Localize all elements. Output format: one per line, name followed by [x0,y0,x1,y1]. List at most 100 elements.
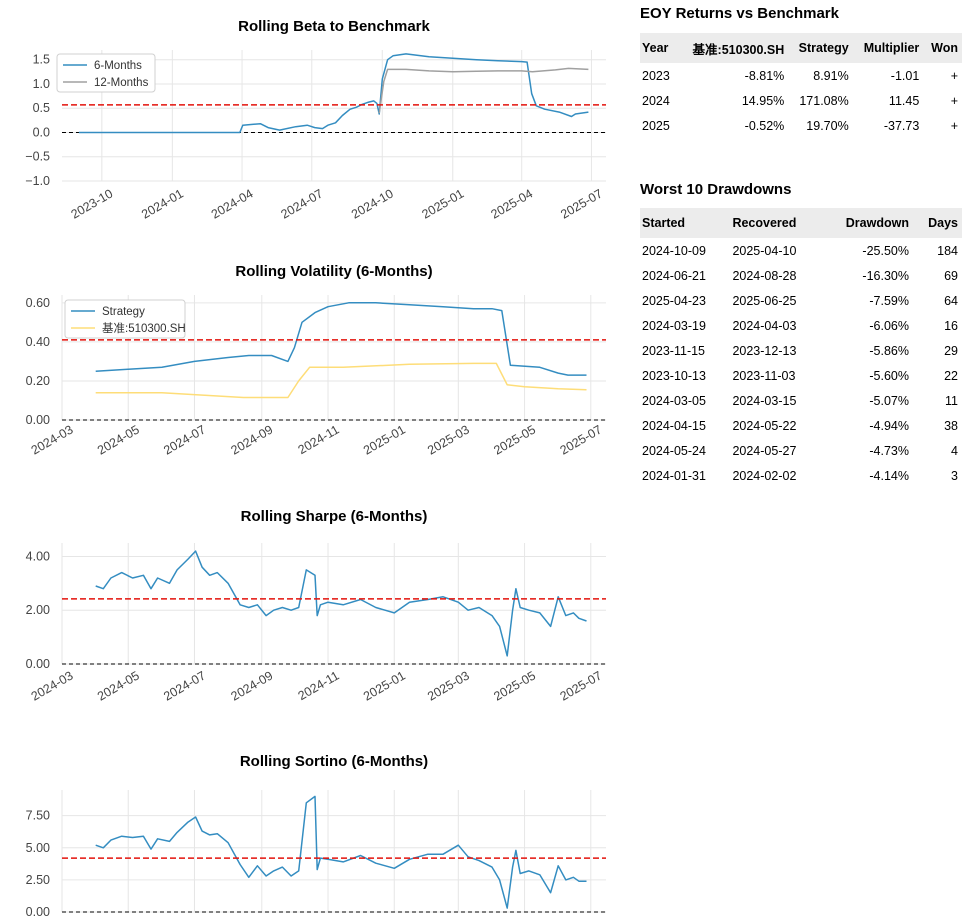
eoy-header-multiplier: Multiplier [852,33,924,63]
table-row: 2024 14.95% 171.08% 11.45 + [640,88,962,113]
legend-label: 基准:510300.SH [102,322,186,335]
series-line-2 [95,362,587,399]
rolling-sortino-chart: Rolling Sortino (6-Months) 7.50 5.00 2.50 0.… [26,753,606,917]
eoy-benchmark: -0.52% [744,118,785,133]
eoy-strategy: 8.91% [813,68,849,83]
dd-days: 22 [944,368,958,383]
table-row: 2023-11-15 2023-12-13 -5.86% 29 [640,338,962,363]
y-tick-label: 0.0 [33,125,50,139]
x-tick-label: 2024-05 [95,422,142,457]
series-line-2 [378,67,589,114]
x-tick-label: 2024-04 [209,186,256,221]
eoy-benchmark: -8.81% [744,68,785,83]
y-tick-label: 0.60 [26,296,50,310]
dd-drawdown: -6.06% [869,318,909,333]
x-tick-label: 2025-03 [425,668,472,703]
dd-drawdown: -5.86% [869,343,909,358]
y-tick-label: 2.50 [26,873,50,887]
x-tick-label: 2024-07 [279,186,326,221]
dd-days: 3 [951,468,958,483]
table-row: 2024-04-15 2024-05-22 -4.94% 38 [640,413,962,438]
x-tick-label: 2025-04 [488,186,535,221]
x-tick-label: 2025-01 [361,668,408,703]
eoy-table: Year 基准:510300.SH Strategy Multiplier Wo… [640,33,962,138]
eoy-header-won: Won [923,33,962,63]
dd-header-started: Started [640,208,731,238]
rolling-beta-title: Rolling Beta to Benchmark [238,18,430,35]
table-row: 2024-06-21 2024-08-28 -16.30% 69 [640,263,962,288]
dd-days: 184 [937,243,958,258]
dd-recovered: 2025-06-25 [732,293,797,308]
dd-started: 2023-11-15 [642,343,706,358]
drawdowns-table-title: Worst 10 Drawdowns [640,181,792,198]
y-tick-label: 1.5 [33,53,50,67]
dd-recovered: 2024-05-27 [732,443,797,458]
dd-recovered: 2024-02-02 [732,468,797,483]
eoy-won: + [950,118,958,133]
x-tick-label: 2024-09 [229,668,276,703]
dd-recovered: 2025-04-10 [732,243,797,258]
dd-days: 16 [944,318,958,333]
dd-started: 2024-03-19 [642,318,706,333]
series-line-1 [95,795,587,909]
x-tick-label: 2025-01 [361,422,408,457]
table-row: 2025-04-23 2025-06-25 -7.59% 64 [640,288,962,313]
x-tick-label: 2024-01 [139,186,186,221]
eoy-table-title: EOY Returns vs Benchmark [640,5,839,22]
dd-drawdown: -5.60% [869,368,909,383]
dd-drawdown: -4.73% [869,443,909,458]
dd-started: 2024-10-09 [642,243,706,258]
dd-days: 29 [944,343,958,358]
rolling-volatility-chart: Rolling Volatility (6-Months) 0.60 0.40 0.2… [26,263,606,458]
dd-days: 11 [945,393,958,408]
y-tick-label: 0.00 [26,413,50,427]
dd-started: 2024-01-31 [642,468,706,483]
y-tick-label: −1.0 [25,174,50,188]
dd-recovered: 2024-04-03 [732,318,797,333]
dd-started: 2025-04-23 [642,293,706,308]
dd-started: 2023-10-13 [642,368,706,383]
dd-recovered: 2024-05-22 [732,418,797,433]
eoy-header-row: Year 基准:510300.SH Strategy Multiplier Wo… [640,33,962,63]
dd-recovered: 2023-12-13 [732,343,797,358]
x-tick-label: 2024-07 [161,422,208,457]
eoy-strategy: 19.70% [806,118,849,133]
x-tick-label: 2024-07 [161,668,208,703]
rolling-beta-chart: Rolling Beta to Benchmark 1.5 1.0 0.5 0.0 −0.… [25,18,606,222]
table-row: 2024-03-19 2024-04-03 -6.06% 16 [640,313,962,338]
dd-recovered: 2023-11-03 [732,368,796,383]
rolling-charts: Rolling Beta to Benchmark 1.5 1.0 0.5 0.0 −0.… [25,18,606,917]
dd-drawdown: -16.30% [862,268,909,283]
dd-started: 2024-05-24 [642,443,706,458]
dd-header-days: Days [912,208,962,238]
x-tick-label: 2024-10 [349,186,396,221]
eoy-benchmark: 14.95% [741,93,785,108]
x-tick-label: 2025-07 [558,186,605,221]
eoy-strategy: 171.08% [799,93,849,108]
y-tick-label: 5.00 [26,841,50,855]
x-tick-label: 2024-09 [229,422,276,457]
rolling-sharpe-chart: Rolling Sharpe (6-Months)4.002.000.00202… [26,508,606,704]
dd-drawdown: -4.94% [869,418,909,433]
table-row: 2024-05-24 2024-05-27 -4.73% 4 [640,438,962,463]
eoy-won: + [950,93,958,108]
table-row: 2023-10-13 2023-11-03 -5.60% 22 [640,363,962,388]
dd-drawdown: -7.59% [869,293,909,308]
x-tick-label: 2024-11 [296,422,342,457]
table-row: 2025 -0.52% 19.70% -37.73 + [640,113,962,138]
rolling-volatility-title: Rolling Volatility (6-Months) [235,263,432,280]
dd-days: 64 [944,293,958,308]
legend: 6-Months 12-Months [56,53,156,93]
x-tick-label: 2025-03 [425,422,472,457]
dd-header-drawdown: Drawdown [820,208,913,238]
eoy-won: + [950,68,958,83]
y-tick-label: 1.0 [33,77,50,91]
y-tick-label: 2.00 [26,603,50,617]
y-tick-label: 0.20 [26,374,50,388]
rolling-sortino-title: Rolling Sortino (6-Months) [240,753,428,770]
y-tick-label: 0.5 [33,101,50,115]
eoy-multiplier: -37.73 [883,118,920,133]
y-tick-label: 0.40 [26,335,50,349]
legend-label: 12-Months [94,77,149,89]
x-tick-label: 2024-03 [29,668,76,703]
